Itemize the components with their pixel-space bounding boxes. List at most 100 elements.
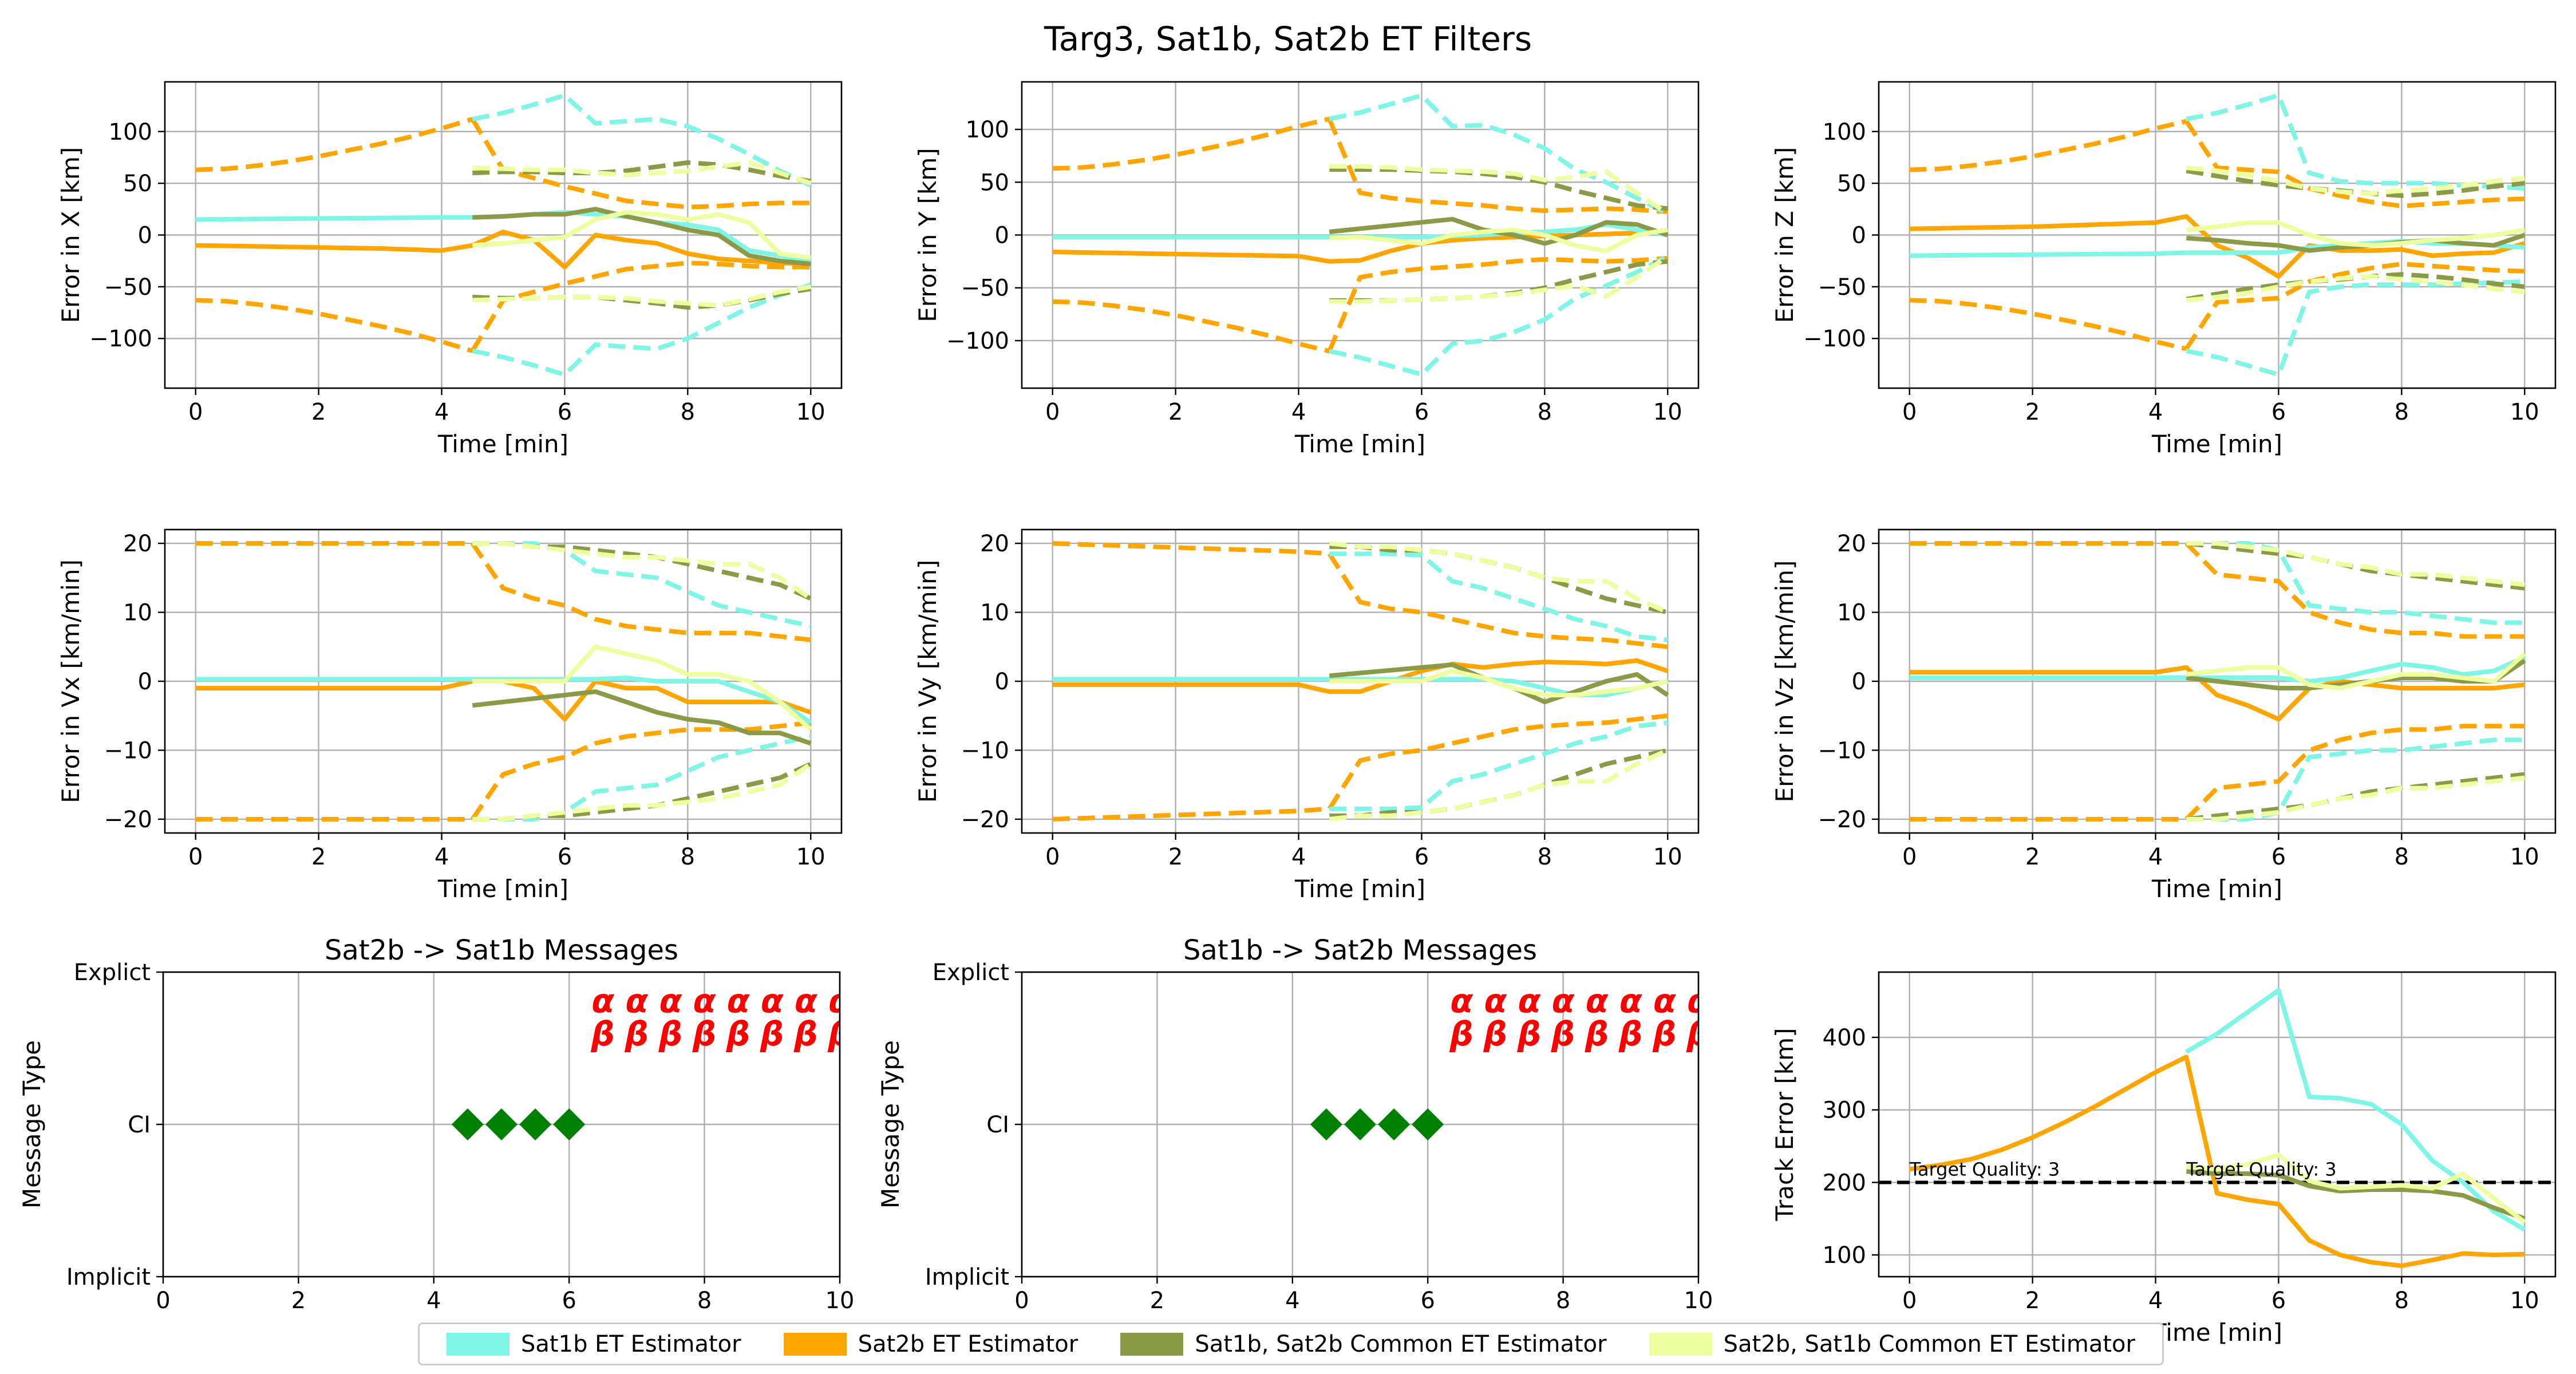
y-tick-label: −100: [946, 328, 1009, 354]
y-tick-label: 50: [123, 171, 152, 197]
explicit-beta-marker: β: [658, 1014, 683, 1053]
legend-entry-sat1b: Sat1b ET Estimator: [447, 1331, 741, 1357]
series-line-sat2b-dashed: [1909, 298, 2187, 352]
x-tick-label: 4: [2148, 399, 2163, 425]
y-tick-label: −50: [961, 275, 1009, 302]
legend-entry-common12: Sat1b, Sat2b Common ET Estimator: [1120, 1330, 1607, 1357]
y-tick-label: 0: [1852, 223, 1866, 249]
x-tick-label: 2: [2025, 844, 2040, 870]
y-tick-label: 20: [980, 531, 1009, 557]
x-tick-label: 8: [1538, 399, 1552, 425]
plot-frame: [1021, 81, 1700, 389]
y-tick-label: 0: [995, 223, 1009, 249]
series-line-common12-solid: [2186, 1169, 2526, 1221]
series-line-sat2b-dashed: [1327, 552, 1668, 649]
explicit-alpha-marker: α: [795, 981, 818, 1020]
series-line-common21-solid: [2186, 652, 2526, 690]
explicit-beta-marker: β: [692, 1014, 717, 1053]
x-tick-label: 2: [1168, 844, 1183, 870]
y-tick-label: 0: [138, 669, 152, 695]
ci-message-marker: [1378, 1108, 1411, 1140]
legend-entry-sat2b: Sat2b ET Estimator: [783, 1331, 1078, 1357]
subplot-title: Sat1b -> Sat2b Messages: [1183, 934, 1537, 966]
plot-data: [1909, 541, 2526, 822]
explicit-beta-marker: β: [1551, 1014, 1575, 1053]
x-tick-label: 2: [1150, 1288, 1164, 1314]
y-tick-label: 100: [1823, 1242, 1866, 1269]
x-tick-label: 6: [1420, 1288, 1435, 1314]
target-quality-annotation: Target Quality: 3: [1909, 1158, 2060, 1180]
subplot-title: Sat2b -> Sat1b Messages: [325, 934, 678, 966]
plot-frame: [1878, 528, 2557, 834]
y-tick-label: −10: [1818, 737, 1866, 764]
series-line-sat1b-solid: [1909, 655, 2526, 684]
subplot-8: 0 2 4 6 8 10ImplicitCIExplictαβαβαβαβαβαβαβαβ…: [876, 934, 1713, 1347]
x-tick-label: 2: [2025, 1288, 2040, 1314]
y-tick-label: Explict: [74, 960, 151, 986]
ci-message-marker: [485, 1108, 517, 1140]
y-tick-label: CI: [128, 1112, 151, 1138]
series-line-common21-solid: [472, 210, 811, 260]
x-tick-label: 8: [2395, 399, 2409, 425]
legend-label-sat1b: Sat1b ET Estimator: [521, 1330, 741, 1357]
x-tick-label: 8: [2395, 1288, 2409, 1314]
x-tick-label: 10: [2510, 844, 2539, 870]
x-axis-label: Time [min]: [2151, 430, 2282, 458]
y-tick-label: 400: [1823, 1025, 1866, 1051]
x-tick-label: 6: [562, 1288, 576, 1314]
series-line-sat1b-solid: [2185, 988, 2526, 1232]
y-tick-label: −10: [104, 737, 152, 764]
plot-data: [1879, 988, 2555, 1268]
plot-frame: [162, 971, 841, 1278]
x-tick-label: 6: [558, 844, 572, 870]
y-tick-label: 0: [1852, 669, 1866, 695]
x-tick-label: 4: [434, 844, 449, 870]
plot-data: [1052, 541, 1669, 822]
y-axis-label: Error in Vx [km/min]: [57, 559, 85, 803]
explicit-beta-marker: β: [591, 1014, 615, 1053]
target-quality-annotation: Target Quality: 3: [2186, 1158, 2337, 1180]
series-line-sat2b-solid: [1909, 1055, 2525, 1268]
series-line-common21-dashed: [472, 284, 811, 308]
x-tick-label: 0: [1045, 399, 1060, 425]
series-line-common12-dashed: [2186, 272, 2525, 302]
y-tick-label: 300: [1823, 1097, 1866, 1124]
subplot-4: 0 2 4 6 8 10 −20 −10 0 10 20 Time [min] Error in Vx …: [57, 528, 843, 903]
series-line-sat1b-dashed: [1329, 254, 1669, 377]
x-axis-label: Time [min]: [2151, 875, 2282, 903]
ci-message-marker: [1412, 1108, 1444, 1140]
explicit-beta-marker: β: [726, 1014, 750, 1053]
series-line-common21-solid: [472, 644, 812, 732]
y-tick-label: −10: [961, 737, 1009, 764]
ci-message-marker: [1310, 1108, 1342, 1140]
series-line-common21-solid: [1329, 668, 1669, 698]
series-line-sat2b-solid: [195, 230, 811, 270]
explicit-alpha-marker: α: [1586, 981, 1609, 1020]
x-tick-label: 2: [311, 844, 326, 870]
series-line-sat1b-dashed: [2186, 737, 2525, 822]
x-tick-label: 8: [1556, 1288, 1570, 1314]
x-tick-label: 0: [1014, 1288, 1029, 1314]
x-axis-label: Time [min]: [1294, 875, 1425, 903]
x-tick-label: 10: [1684, 1288, 1713, 1314]
explicit-alpha-marker: α: [1450, 981, 1473, 1020]
x-tick-label: 10: [1653, 399, 1682, 425]
y-tick-label: 50: [1837, 171, 1866, 197]
series-line-sat2b-dashed: [1052, 116, 1330, 171]
x-tick-label: 10: [825, 1288, 855, 1314]
series-line-common21-solid: [2186, 1152, 2526, 1225]
series-line-sat2b-dashed: [1052, 299, 1330, 354]
legend-label-common12: Sat1b, Sat2b Common ET Estimator: [1195, 1330, 1607, 1357]
explicit-beta-marker: β: [827, 1014, 852, 1053]
x-tick-label: 4: [1291, 844, 1306, 870]
x-tick-label: 6: [2271, 1288, 2286, 1314]
y-axis-label: Message Type: [876, 1040, 904, 1209]
y-tick-label: −20: [961, 807, 1009, 833]
series-line-sat2b-dashed: [1052, 806, 1330, 822]
series-line-sat1b-dashed: [1329, 93, 1669, 216]
y-tick-label: −50: [104, 274, 152, 301]
ci-message-marker: [553, 1108, 586, 1140]
x-tick-label: 4: [2148, 844, 2163, 870]
y-tick-label: Implicit: [925, 1264, 1009, 1290]
